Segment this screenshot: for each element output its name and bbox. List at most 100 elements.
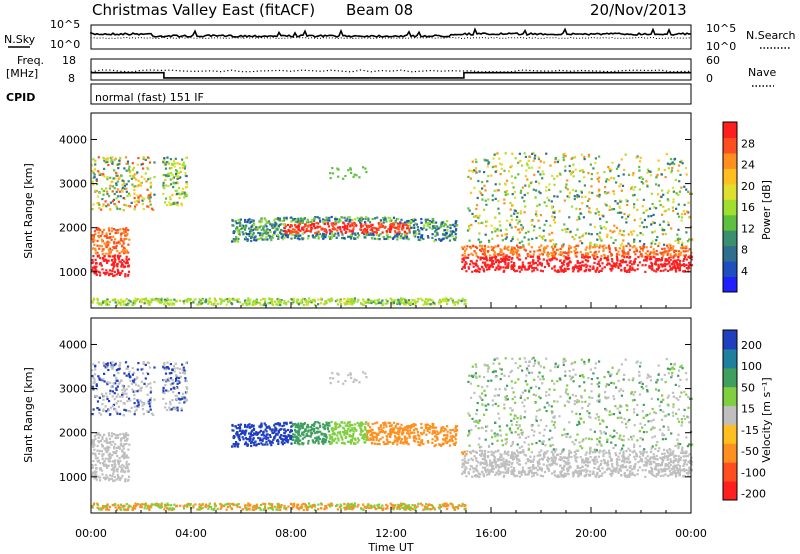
- velocity-cell: [346, 502, 350, 505]
- power-cell: [524, 175, 527, 178]
- velocity-cell: [119, 444, 122, 447]
- power-cell: [556, 248, 560, 251]
- velocity-cell: [432, 505, 435, 509]
- power-cell: [668, 265, 671, 268]
- power-cell: [557, 269, 560, 272]
- power-cell: [392, 301, 395, 304]
- power-cell: [568, 247, 571, 250]
- power-cell: [234, 220, 237, 223]
- power-cell: [550, 251, 553, 254]
- power-cell: [638, 165, 641, 169]
- power-cell: [307, 234, 310, 238]
- power-cell: [582, 233, 585, 236]
- power-cell: [237, 237, 240, 240]
- velocity-cell: [115, 402, 118, 405]
- velocity-cell: [340, 504, 343, 508]
- power-cell: [406, 225, 409, 228]
- power-cell: [681, 162, 684, 165]
- power-cell: [612, 208, 616, 211]
- power-cell: [646, 171, 649, 174]
- power-cell: [122, 197, 125, 200]
- power-cell: [535, 210, 538, 213]
- power-cell: [506, 193, 509, 196]
- power-cell: [250, 225, 253, 228]
- power-cell: [252, 223, 255, 226]
- power-cell: [117, 240, 120, 243]
- power-cell: [238, 224, 242, 227]
- power-cell: [317, 237, 320, 240]
- power-cell: [397, 298, 400, 301]
- power-cell: [596, 194, 599, 197]
- power-cell: [331, 222, 334, 225]
- power-cell: [260, 228, 263, 232]
- power-cell: [110, 180, 113, 184]
- power-cell: [433, 221, 436, 224]
- power-cell: [93, 272, 96, 275]
- power-cell: [553, 161, 557, 164]
- power-cell: [118, 176, 121, 179]
- power-cell: [320, 302, 323, 305]
- power-cell: [318, 217, 321, 220]
- velocity-cell: [125, 409, 128, 412]
- power-cell: [185, 193, 188, 196]
- power-cell: [431, 299, 434, 302]
- velocity-cell: [309, 435, 312, 438]
- power-cell: [600, 239, 603, 242]
- power-cell: [92, 298, 95, 301]
- power-cell: [633, 269, 637, 272]
- power-cell: [690, 264, 693, 267]
- power-cell: [563, 152, 566, 155]
- power-cell: [610, 264, 613, 267]
- power-cell: [240, 225, 243, 228]
- velocity-cell: [115, 379, 118, 382]
- power-cell: [171, 303, 174, 306]
- velocity-cell: [162, 366, 165, 369]
- power-cell: [305, 221, 308, 224]
- power-cell: [618, 211, 621, 214]
- velocity-cell: [179, 504, 182, 507]
- power-cell: [566, 262, 569, 266]
- power-cell: [389, 230, 392, 233]
- power-cell: [552, 247, 555, 250]
- velocity-cell: [104, 476, 107, 480]
- power-cell: [427, 218, 430, 221]
- power-cell: [562, 270, 565, 273]
- power-cell: [169, 178, 172, 181]
- velocity-cell: [94, 437, 97, 440]
- power-cell: [416, 300, 419, 303]
- velocity-cell: [449, 502, 452, 505]
- power-cell: [520, 223, 523, 227]
- velocity-cell: [117, 504, 120, 507]
- velocity-cell: [117, 405, 120, 408]
- power-cell: [136, 163, 139, 166]
- velocity-cell: [119, 400, 122, 403]
- power-cell: [364, 167, 367, 170]
- velocity-cell: [346, 507, 349, 510]
- power-cell: [339, 298, 342, 301]
- power-cell: [649, 251, 652, 254]
- power-cell: [521, 263, 525, 267]
- power-cell: [506, 219, 509, 222]
- velocity-cell: [305, 506, 308, 509]
- velocity-cell: [145, 385, 148, 388]
- power-cell: [502, 270, 505, 273]
- velocity-cell: [353, 502, 357, 505]
- power-cell: [667, 199, 670, 202]
- power-cell: [231, 219, 234, 222]
- power-cell: [153, 161, 156, 164]
- velocity-cell: [111, 460, 114, 463]
- power-cell: [579, 169, 582, 172]
- power-cell: [676, 267, 679, 270]
- power-cell: [441, 298, 444, 301]
- power-cell: [684, 254, 687, 257]
- power-cell: [104, 252, 107, 255]
- power-cell: [511, 250, 514, 254]
- power-cell: [680, 213, 683, 216]
- power-cell: [651, 202, 654, 206]
- power-cell: [481, 221, 484, 224]
- power-cell: [167, 299, 170, 302]
- power-cell: [357, 298, 360, 301]
- velocity-cell: [185, 380, 188, 383]
- power-cell: [517, 258, 520, 261]
